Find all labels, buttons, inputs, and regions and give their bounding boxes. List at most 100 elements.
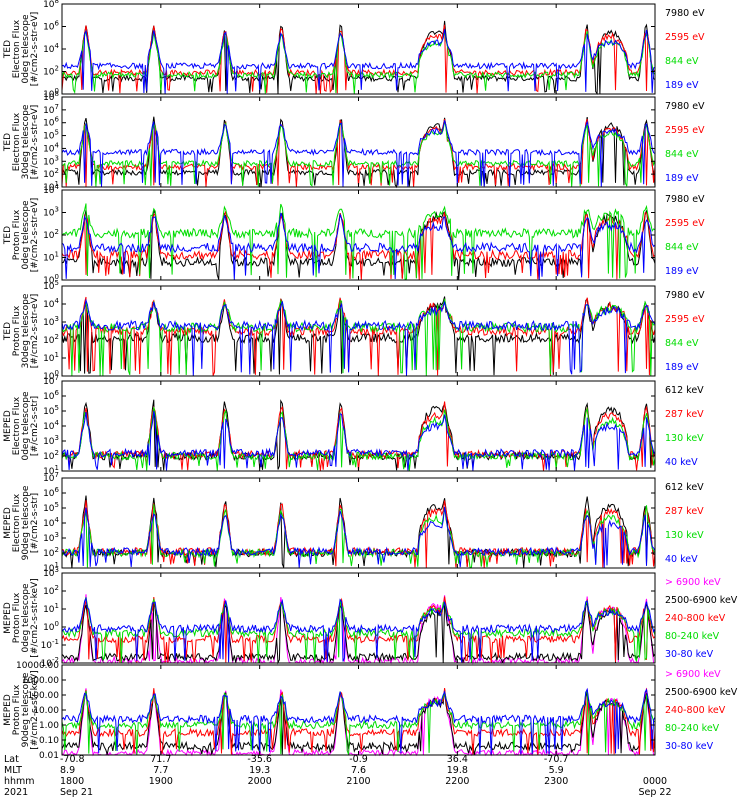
legend-entry: 7980 eV [665, 8, 705, 19]
legend-entry: 40 keV [665, 554, 698, 565]
legend-entry: 2595 eV [665, 218, 705, 229]
legend-entry: 189 eV [665, 173, 699, 184]
y-tick-label: 103 [43, 566, 59, 579]
y-axis-label-line: [#/cm2-s-str-keV] [30, 670, 40, 749]
legend-entry: 2500-6900 keV [665, 595, 738, 606]
legend-entry: 2595 eV [665, 32, 705, 43]
y-axis-label-line: TED [3, 226, 13, 245]
y-tick-label: 101 [43, 351, 59, 364]
footer-row-label: Lat [4, 754, 19, 765]
series-trace-240-800-kev [61, 596, 656, 663]
series-trace-130-kev [61, 504, 656, 568]
y-axis-label-line: [#/cm2-s-str] [30, 396, 40, 456]
footer-row-label: 2021 [4, 787, 28, 798]
y-axis-label-line: 0deg telescope [21, 200, 31, 270]
y-axis-label: TED Proton Flux 30deg telescope [#/cm2-s-st… [3, 293, 40, 368]
legend-entry: > 6900 keV [665, 577, 721, 588]
series-trace-844-ev [61, 30, 656, 95]
y-tick-label: 104 [43, 183, 59, 196]
y-axis-label-line: TED [3, 40, 13, 59]
series-trace-240-800-kev [61, 687, 656, 755]
panel-8: 0.010.101.0010.00100.001000.0010000.00ME… [3, 661, 738, 761]
legend-entry: 7980 eV [665, 101, 705, 112]
series-trace-189-ev [61, 29, 656, 94]
legend-entry: 240-800 keV [665, 705, 726, 716]
y-tick-label: 101 [43, 602, 59, 615]
y-axis-label-line: 90deg telescope [21, 485, 31, 560]
y-axis-label: MEPED Proton Flux 90deg telescope [#/cm2-s-… [3, 670, 40, 749]
y-tick-label: 1000.00 [22, 676, 59, 686]
y-tick-label: 104 [43, 297, 59, 310]
y-tick-label: 105 [43, 404, 59, 417]
y-tick-label: 0.10 [39, 736, 59, 746]
y-axis-label: MEPED Proton Flux 0deg telescope [#/cm2-s-s… [3, 578, 40, 657]
y-axis-label: TED Proton Flux 0deg telescope [#/cm2-s-str… [3, 198, 40, 273]
legend-entry: 2595 eV [665, 314, 705, 325]
y-tick-label: 102 [43, 333, 59, 346]
y-axis-label-line: Proton Flux [12, 305, 22, 356]
x-tick-mlt: 19.3 [249, 765, 270, 776]
y-axis-label-line: 30deg telescope [21, 293, 31, 368]
y-axis-label-line: MEPED [3, 694, 13, 726]
y-axis-label-line: MEPED [3, 602, 13, 634]
y-tick-label: 103 [43, 154, 59, 167]
series-trace-80-240-kev [61, 597, 656, 664]
legend-entry: 240-800 keV [665, 613, 726, 624]
y-tick-label: 102 [43, 449, 59, 462]
y-tick-label: 106 [43, 486, 59, 499]
y-axis-label-line: Electron Flux [12, 396, 22, 455]
series-trace-30-80-kev [61, 687, 656, 755]
y-tick-label: 108 [43, 0, 59, 10]
y-tick-label: 100 [43, 369, 59, 382]
footer-row-label: hhmm [4, 776, 35, 787]
y-axis-label-line: MEPED [3, 410, 13, 442]
y-axis-label-line: Proton Flux [12, 209, 22, 260]
y-axis-label: MEPED Electron Flux 90deg telescope [#/cm2-… [3, 485, 40, 560]
legend-entry: 7980 eV [665, 194, 705, 205]
y-axis-label-line: 0deg telescope [21, 583, 31, 653]
y-axis-label-line: [#/cm2-s-str-eV] [30, 198, 40, 273]
y-axis-label-line: Proton Flux [12, 684, 22, 735]
y-axis-label-line: [#/cm2-s-str-keV] [30, 578, 40, 657]
y-tick-label: 103 [43, 206, 59, 219]
y-axis-label: TED Electron Flux 0deg telescope [#/cm2-s-s… [3, 12, 40, 87]
y-axis-label-line: 90deg telescope [21, 672, 31, 747]
y-tick-label: 100.00 [28, 691, 60, 701]
series-trace-40-kev [61, 410, 656, 471]
legend-entry: 189 eV [665, 80, 699, 91]
y-tick-label: 106 [43, 20, 59, 33]
legend-entry: 189 eV [665, 266, 699, 277]
series-trace-844-ev [61, 203, 656, 280]
y-axis-label-line: MEPED [3, 507, 13, 539]
panel-frame [61, 572, 656, 664]
series-trace-2595-ev [61, 24, 656, 94]
x-tick-hhmm: 1900 [149, 776, 173, 787]
y-axis-label-line: TED [3, 322, 13, 341]
y-tick-label: 102 [43, 546, 59, 559]
series-trace-7980-ev [61, 208, 656, 280]
legend-entry: 7980 eV [665, 290, 705, 301]
series-trace-40-kev [61, 506, 656, 568]
y-tick-label: 105 [43, 501, 59, 514]
y-tick-label: 104 [43, 516, 59, 529]
x-tick-hhmm: 1800 [60, 776, 84, 787]
x-tick-hhmm: 0000 [643, 776, 667, 787]
y-tick-label: 102 [43, 167, 59, 180]
x-tick-lat: -70.8 [60, 754, 85, 765]
y-tick-label: 103 [43, 315, 59, 328]
y-axis-label-line: 0deg telescope [21, 14, 31, 84]
x-tick-hhmm: 2200 [445, 776, 469, 787]
y-tick-label: 107 [43, 471, 59, 484]
y-axis-label: TED Electron Flux 30deg telescope [#/cm2-s-… [3, 104, 40, 179]
series-trace-2595-ev [61, 296, 656, 376]
y-tick-label: 102 [43, 228, 59, 241]
series-trace-7980-ev [61, 116, 656, 189]
legend-entry: 80-240 keV [665, 723, 720, 734]
legend-entry: 844 eV [665, 149, 699, 160]
y-axis-label-line: [#/cm2-s-str-eV] [30, 105, 40, 180]
y-axis-label-line: 0deg telescope [21, 391, 31, 461]
